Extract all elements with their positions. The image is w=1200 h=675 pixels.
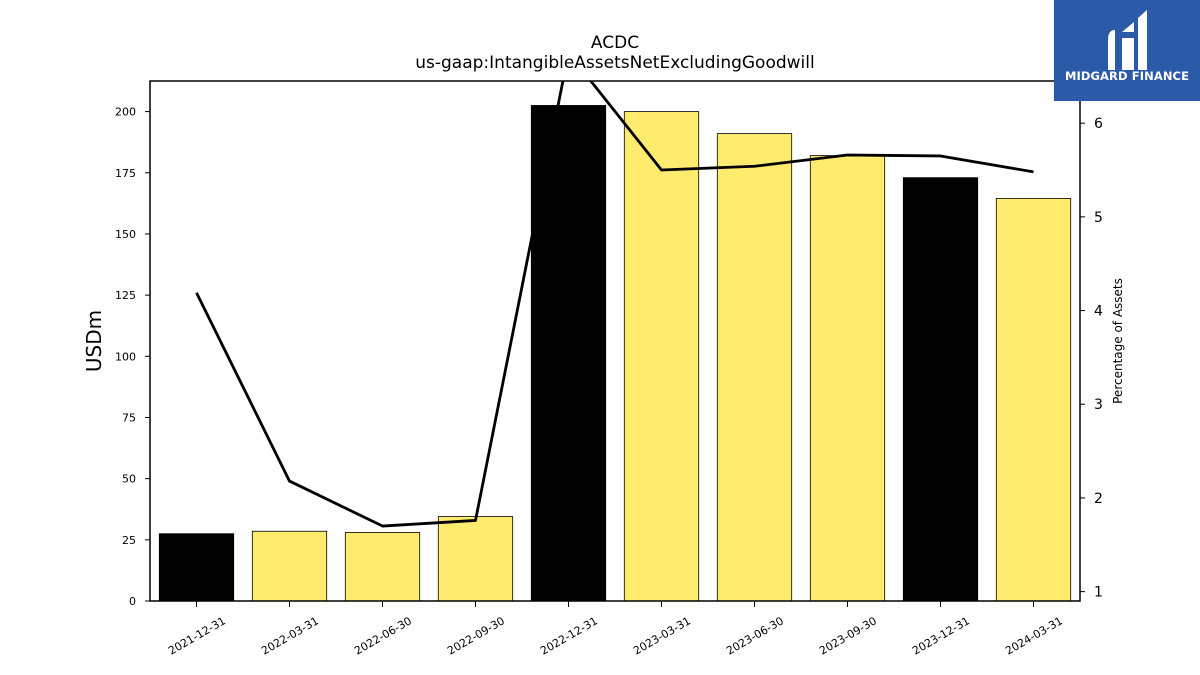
bar-2023-09-30 bbox=[809, 155, 886, 602]
bar-2023-12-31 bbox=[902, 177, 979, 602]
percentage-line bbox=[195, 81, 1034, 528]
x-tick-label: 2023-12-31 bbox=[910, 614, 972, 657]
x-tick-label: 2022-09-30 bbox=[445, 614, 507, 657]
plot-frame bbox=[149, 80, 1081, 602]
x-tick-label: 2022-12-31 bbox=[538, 614, 600, 657]
x-tick-label: 2023-09-30 bbox=[817, 614, 879, 657]
bar-2022-03-31 bbox=[251, 530, 328, 602]
chart-title: ACDC bbox=[591, 33, 639, 53]
right-tick-label: 2 bbox=[1094, 491, 1103, 507]
x-tick-label: 2023-06-30 bbox=[724, 614, 786, 657]
midgard-m-icon bbox=[1108, 10, 1147, 70]
bar-2024-03-31 bbox=[995, 198, 1072, 602]
y-tick-label: 100 bbox=[115, 350, 136, 363]
y-axis-label: USDm bbox=[82, 310, 106, 372]
bar-2023-03-31 bbox=[623, 111, 700, 602]
x-tick-label: 2024-03-31 bbox=[1003, 614, 1065, 657]
right-axis-label: Percentage of Assets bbox=[1111, 278, 1125, 404]
right-tick-label: 1 bbox=[1094, 585, 1103, 601]
y-tick-label: 0 bbox=[129, 595, 136, 608]
logo-text: MIDGARD FINANCE bbox=[1064, 69, 1190, 83]
right-tick-label: 5 bbox=[1094, 210, 1103, 226]
y-tick-label: 150 bbox=[115, 228, 136, 241]
chart-subtitle: us-gaap:IntangibleAssetsNetExcludingGood… bbox=[415, 53, 814, 73]
y-tick-label: 175 bbox=[115, 167, 136, 180]
right-tick-label: 6 bbox=[1094, 116, 1103, 132]
y-tick-label: 125 bbox=[115, 289, 136, 302]
x-tick-label: 2021-12-31 bbox=[166, 614, 228, 657]
bar-2022-06-30 bbox=[344, 532, 421, 602]
y-tick-label: 75 bbox=[122, 411, 136, 424]
bars-group bbox=[158, 105, 1072, 602]
y-tick-label: 25 bbox=[122, 534, 136, 547]
x-tick-label: 2023-03-31 bbox=[631, 614, 693, 657]
brand-logo: MIDGARD FINANCE bbox=[1054, 0, 1200, 101]
bar-2022-09-30 bbox=[437, 516, 514, 602]
line-group bbox=[195, 81, 1034, 528]
x-tick-label: 2022-03-31 bbox=[259, 614, 321, 657]
y-tick-label: 50 bbox=[122, 473, 136, 486]
x-tick-label: 2022-06-30 bbox=[352, 614, 414, 657]
bar-2022-12-31 bbox=[530, 105, 607, 602]
y-tick-label: 200 bbox=[115, 106, 136, 119]
right-tick-label: 3 bbox=[1094, 397, 1103, 413]
right-tick-label: 4 bbox=[1094, 304, 1103, 320]
bar-2023-06-30 bbox=[716, 133, 793, 602]
bar-2021-12-31 bbox=[158, 533, 235, 602]
